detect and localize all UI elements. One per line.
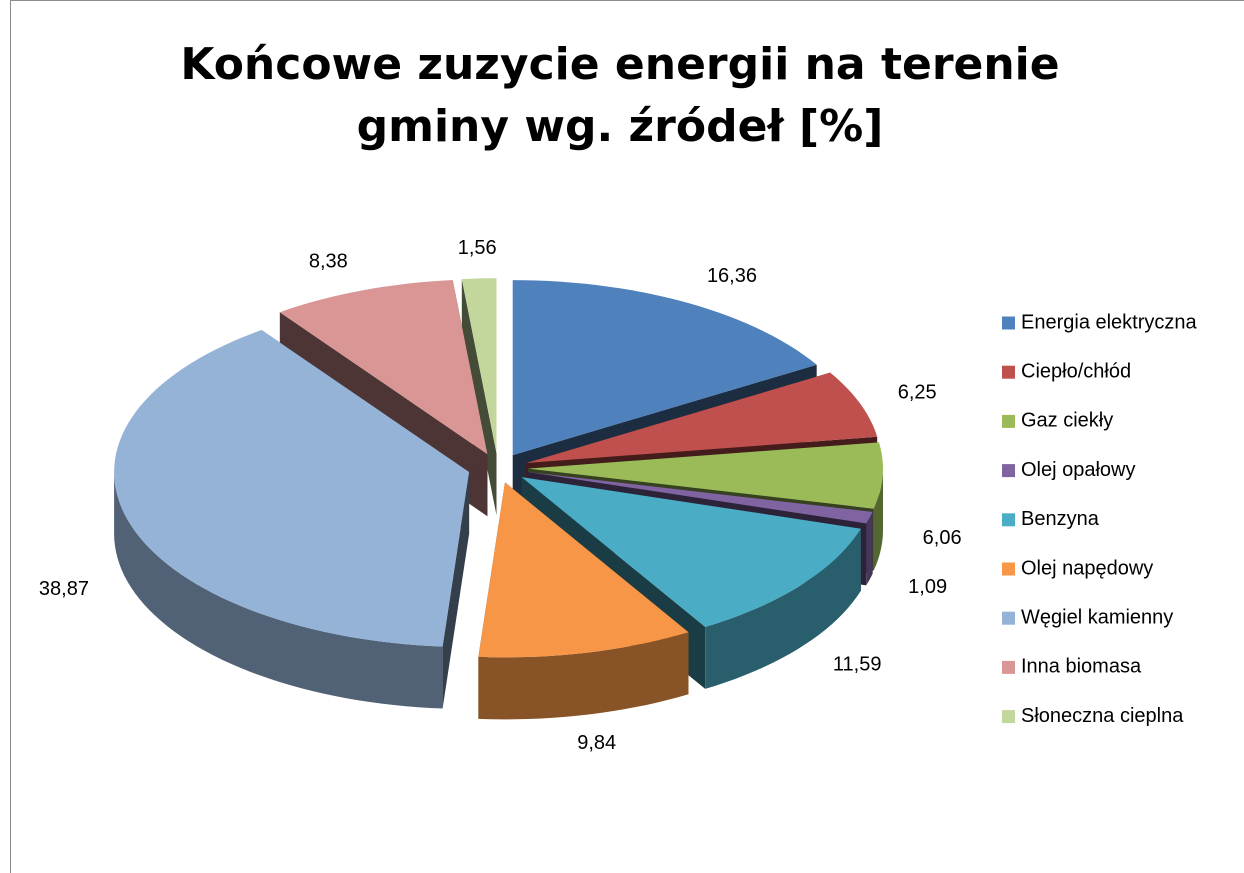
slice-top bbox=[461, 278, 497, 454]
slice-side bbox=[478, 632, 689, 720]
slice-wall bbox=[461, 279, 497, 516]
pie-slice bbox=[114, 330, 470, 709]
data-label: 11,59 bbox=[833, 654, 882, 676]
data-label: 6,25 bbox=[898, 382, 937, 404]
legend-swatch bbox=[1002, 562, 1015, 576]
legend-label: Słoneczna cieplna bbox=[1021, 705, 1184, 727]
chart-border bbox=[10, 0, 1244, 873]
data-label: 6,06 bbox=[923, 527, 962, 549]
legend-label: Ciepło/chłód bbox=[1021, 360, 1131, 382]
legend-swatch bbox=[1002, 513, 1015, 527]
legend-swatch bbox=[1002, 710, 1015, 724]
legend-label: Energia elektryczna bbox=[1021, 311, 1198, 333]
slice-top bbox=[527, 471, 873, 524]
legend-label: Olej napędowy bbox=[1021, 557, 1153, 579]
slice-top bbox=[512, 280, 817, 456]
legend-swatch bbox=[1002, 464, 1015, 478]
legend-label: Węgiel kamienny bbox=[1021, 606, 1173, 628]
slice-side bbox=[866, 511, 873, 586]
slice-top bbox=[478, 482, 689, 658]
legend-swatch bbox=[1002, 365, 1015, 379]
slice-top bbox=[528, 442, 883, 509]
legend-swatch bbox=[1002, 414, 1015, 428]
data-label: 8,38 bbox=[309, 251, 348, 273]
data-label: 1,09 bbox=[908, 576, 947, 598]
slice-top bbox=[279, 280, 488, 455]
slice-side bbox=[873, 468, 883, 571]
slice-top bbox=[521, 477, 861, 627]
legend-label: Inna biomasa bbox=[1021, 656, 1142, 678]
data-label: 16,36 bbox=[707, 265, 757, 287]
legend-swatch bbox=[1002, 611, 1015, 625]
legend-swatch bbox=[1002, 660, 1015, 674]
slice-side bbox=[114, 472, 443, 709]
slice-top bbox=[114, 330, 470, 647]
legend-label: Olej opałowy bbox=[1021, 459, 1136, 481]
slice-wall bbox=[442, 472, 470, 709]
data-label: 1,56 bbox=[458, 237, 497, 259]
slice-side bbox=[705, 528, 861, 689]
slice-top bbox=[526, 372, 878, 463]
pie-slice bbox=[461, 278, 497, 516]
legend-label: Benzyna bbox=[1021, 508, 1100, 530]
data-label: 38,87 bbox=[39, 578, 89, 600]
chart-title: Końcowe zuzycie energii na terenie gminy… bbox=[180, 39, 1060, 152]
data-label: 9,84 bbox=[577, 732, 616, 754]
pie-slice bbox=[478, 482, 689, 720]
legend-label: Gaz ciekły bbox=[1021, 410, 1113, 432]
legend-swatch bbox=[1002, 316, 1015, 330]
